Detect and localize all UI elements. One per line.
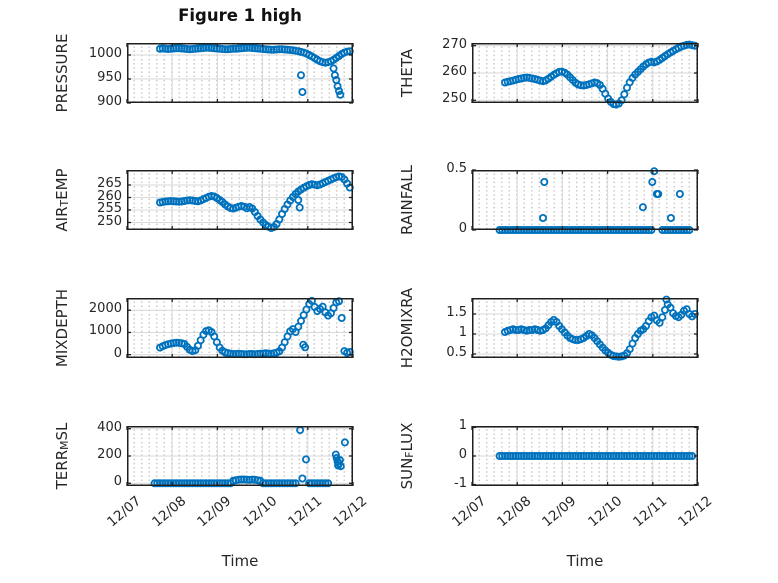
- plot-svg: [126, 426, 354, 488]
- y-tick-label: 265: [97, 176, 122, 191]
- y-tick-label: 1000: [88, 46, 122, 61]
- subplot-mixdepth: MIXDEPTH 0 1000 2000: [53, 289, 354, 367]
- plot-svg: [471, 426, 699, 486]
- y-tick-label: 0.5: [446, 345, 467, 360]
- axis-ticks: [471, 169, 699, 231]
- y-tick-label: 255: [97, 201, 122, 216]
- y-tick-label: 270: [442, 36, 467, 52]
- plot-svg: [471, 167, 699, 235]
- y-tick-label: 250: [442, 91, 467, 107]
- subplot-theta: THETA 250 260 270: [398, 37, 699, 109]
- scatter-markers: [495, 167, 694, 235]
- plot-area-pressure: [126, 43, 354, 104]
- y-tick-label: 950: [97, 70, 122, 85]
- y-tick-label: 1000: [88, 323, 122, 339]
- subplot-sun-flux: SUN F LUX Time -1 0 1 12/07 12/08 12/09 12/10 12/…: [398, 418, 715, 570]
- plot-svg: [471, 295, 699, 361]
- scatter-markers: [500, 295, 699, 361]
- y-tick-label: 1.5: [446, 305, 467, 320]
- figure-title: Figure 1 high: [178, 6, 302, 25]
- y-tick-label: 400: [97, 419, 122, 435]
- y-tick-label: 260: [97, 188, 122, 204]
- plot-svg: [126, 170, 354, 233]
- subplot-pressure: PRESSURE 900 950 1000: [53, 34, 354, 112]
- plot-area-h2omixra: [471, 295, 699, 361]
- plot-area-terr-msl: [126, 426, 354, 488]
- scatter-markers: [150, 426, 349, 488]
- x-axis-label-right: Time: [566, 552, 604, 570]
- y-tick-label: 260: [442, 64, 467, 79]
- y-tick-label: 250: [97, 213, 122, 229]
- scatter-markers: [495, 451, 697, 460]
- subplot-rainfall: RAINFALL 0 0.5: [398, 161, 699, 236]
- y-tick-label: 0: [113, 345, 122, 361]
- plot-area-air-temp: [126, 170, 354, 233]
- subplot-air-temp: AIR T EMP 250 255 260 265: [53, 168, 354, 233]
- plot-svg: [126, 296, 354, 359]
- plot-area-rainfall: [471, 167, 699, 235]
- y-tick-label: 1: [458, 325, 467, 340]
- y-tick-label: 0: [113, 474, 122, 490]
- x-axis-label-left: Time: [221, 552, 259, 570]
- scatter-markers: [155, 43, 354, 99]
- subplot-terr-msl: TERR M SL Time 0 200 400 12/07 12/08 12/09 12/10…: [53, 420, 370, 570]
- plot-area-mixdepth: [126, 296, 354, 359]
- y-tick-label: 0: [458, 221, 467, 236]
- plot-area-sun-flux: [471, 426, 699, 486]
- y-tick-label: 1: [458, 418, 467, 434]
- plot-area-theta: [471, 40, 699, 109]
- y-tick-label: 0.5: [446, 161, 467, 176]
- y-tick-label: -1: [454, 475, 467, 491]
- y-tick-label: 0: [458, 447, 467, 462]
- plot-svg: [126, 43, 354, 104]
- plot-svg: [471, 40, 699, 109]
- y-tick-label: 200: [97, 447, 122, 462]
- y-tick-label: 2000: [88, 301, 122, 317]
- subplot-h2omixra: H2OMIXRA 0.5 1 1.5: [398, 288, 699, 368]
- y-tick-label: 900: [97, 94, 122, 109]
- scatter-markers: [155, 296, 354, 359]
- scatter-markers: [155, 172, 354, 233]
- scatter-markers: [500, 40, 699, 109]
